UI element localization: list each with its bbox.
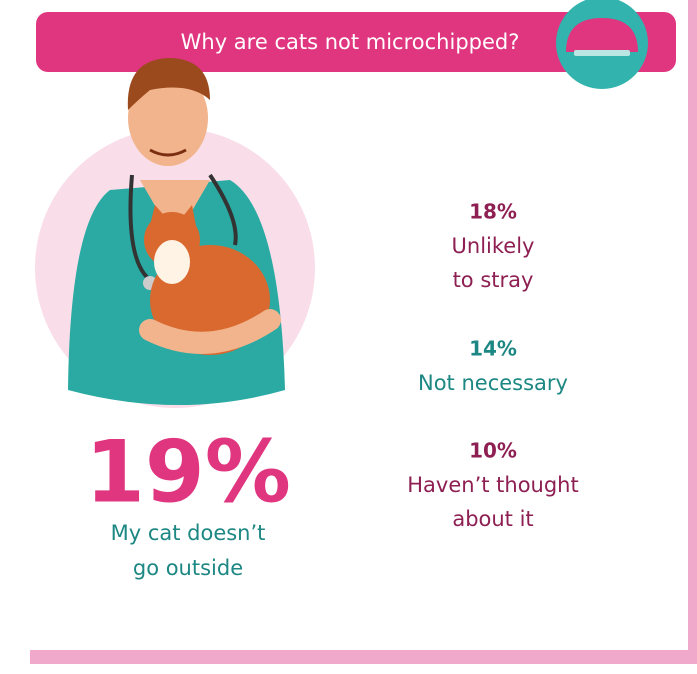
main-stat-label-line: My cat doesn’t [111, 521, 266, 545]
stat-label-line: to stray [453, 268, 534, 292]
stat-value: 10% [469, 439, 517, 463]
stat-label-line: Not necessary [418, 371, 568, 395]
stat-label-line: Unlikely [452, 234, 535, 258]
bottom-border [30, 650, 697, 664]
logo [556, 0, 648, 89]
infographic: Why are cats not microchipped? 19% My ca… [0, 0, 697, 674]
stat-value: 18% [469, 200, 517, 224]
header-title: Why are cats not microchipped? [181, 30, 520, 54]
stat-label-line: Haven’t thought [407, 473, 578, 497]
main-stat-value: 19% [85, 422, 291, 522]
main-stat-label-line: go outside [133, 556, 243, 580]
stat-value: 14% [469, 337, 517, 361]
stat-label-line: about it [452, 507, 533, 531]
right-border [688, 0, 697, 664]
